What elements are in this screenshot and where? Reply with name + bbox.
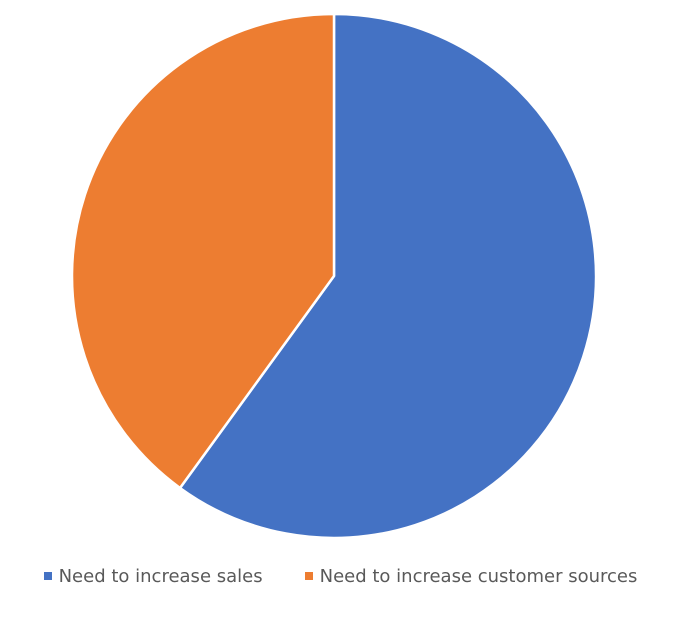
- legend-label-sales: Need to increase sales: [58, 565, 263, 587]
- pie-slice-customer-sources: [70, 12, 336, 490]
- legend-swatch-sales: [43, 572, 52, 580]
- legend-item-sales: Need to increase sales: [43, 565, 263, 587]
- legend: Need to increase sales Need to increase …: [0, 562, 681, 590]
- legend-item-customer-sources: Need to increase customer sources: [304, 565, 638, 587]
- legend-swatch-customer-sources: [304, 572, 313, 580]
- pie-slice-sales: [178, 12, 598, 540]
- legend-label-customer-sources: Need to increase customer sources: [319, 565, 638, 587]
- pie-slices: [70, 12, 598, 540]
